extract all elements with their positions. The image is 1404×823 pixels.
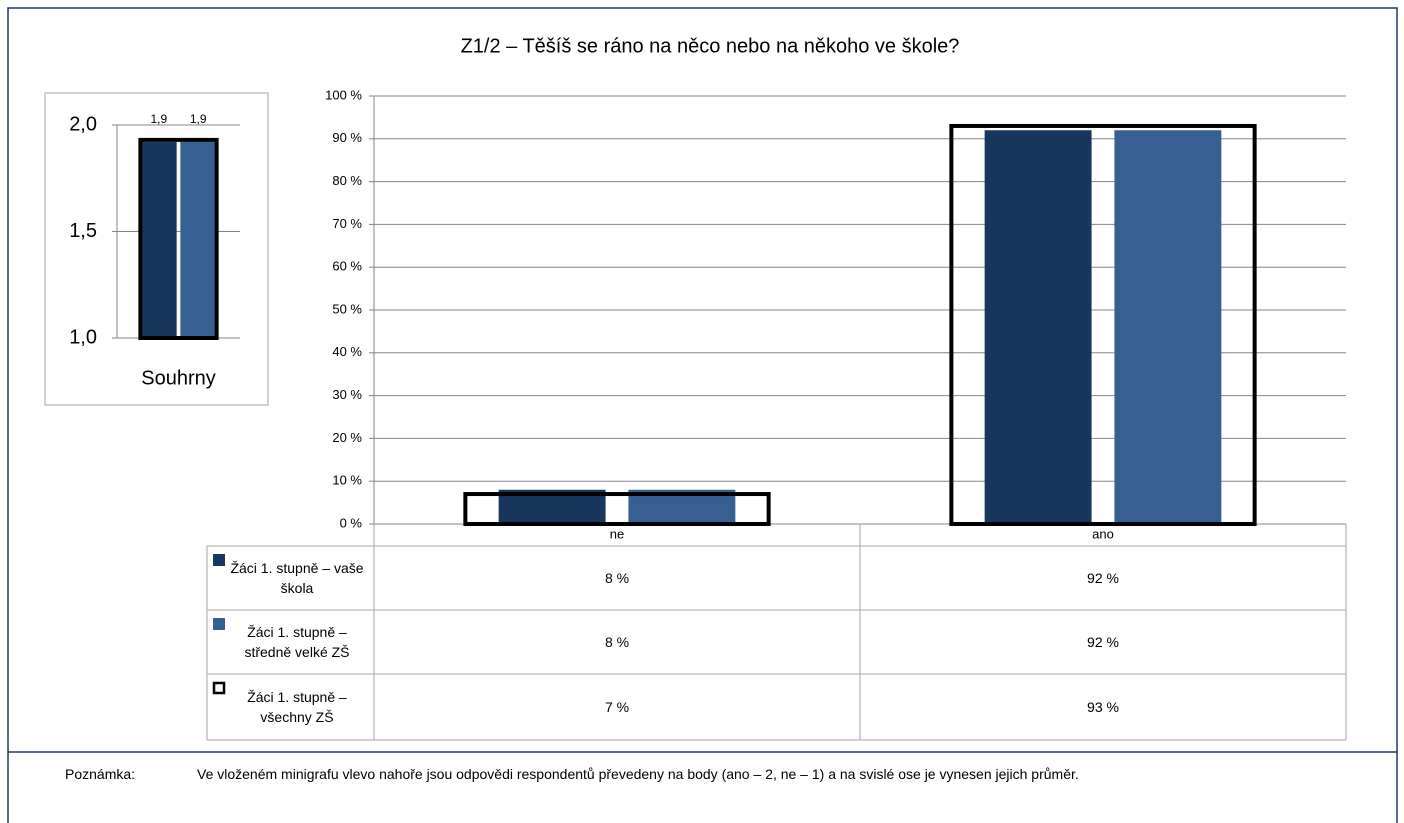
value-label: 1,9: [190, 112, 207, 126]
legend-key: [213, 554, 225, 566]
y-tick-label: 1,0: [69, 326, 97, 348]
y-tick-label: 20 %: [332, 430, 362, 445]
table-value: 7 %: [604, 699, 630, 715]
y-tick-label: 90 %: [332, 130, 362, 145]
y-tick-label: 30 %: [332, 387, 362, 402]
legend-key: [213, 618, 225, 630]
x-tick-label: Souhrny: [141, 367, 216, 389]
table-value: 93 %: [1087, 699, 1119, 715]
y-tick-label: 70 %: [332, 216, 362, 231]
bar: [140, 142, 177, 338]
x-tick-label: ne: [610, 526, 624, 541]
y-tick-label: 50 %: [332, 301, 362, 316]
bar: [984, 130, 1092, 525]
legend-label: Žáci 1. stupně – středně velké ZŠ: [244, 624, 350, 660]
legend-label: Žáci 1. stupně – vaše škola: [230, 560, 364, 596]
value-label: 1,9: [150, 112, 167, 126]
y-tick-label: 80 %: [332, 173, 362, 188]
y-tick-label: 1,5: [69, 220, 97, 242]
bar-outline: [463, 492, 771, 527]
note-text: Ve vloženém minigrafu vlevo nahoře jsou …: [197, 766, 1079, 782]
table-value: 92 %: [1087, 634, 1119, 650]
bar-outline: [138, 137, 219, 340]
chart-title: Z1/2 – Těšíš se ráno na něco nebo na něk…: [461, 35, 960, 57]
table-value: 8 %: [604, 570, 630, 586]
bar-outline: [949, 123, 1257, 527]
legend-label: Žáci 1. stupně – všechny ZŠ: [247, 689, 347, 725]
legend-key: [212, 681, 226, 695]
y-tick-label: 40 %: [332, 344, 362, 359]
y-tick-label: 0 %: [340, 515, 363, 530]
y-tick-label: 100 %: [325, 87, 362, 102]
bar: [180, 142, 217, 338]
bar: [1114, 130, 1222, 525]
table-value: 8 %: [604, 634, 630, 650]
x-tick-label: ano: [1092, 526, 1114, 541]
note-label: Poznámka:: [65, 766, 136, 782]
y-tick-label: 2,0: [69, 113, 97, 135]
table-value: 92 %: [1087, 570, 1119, 586]
y-tick-label: 10 %: [332, 473, 362, 488]
frame: [7, 7, 1398, 823]
y-tick-label: 60 %: [332, 259, 362, 274]
